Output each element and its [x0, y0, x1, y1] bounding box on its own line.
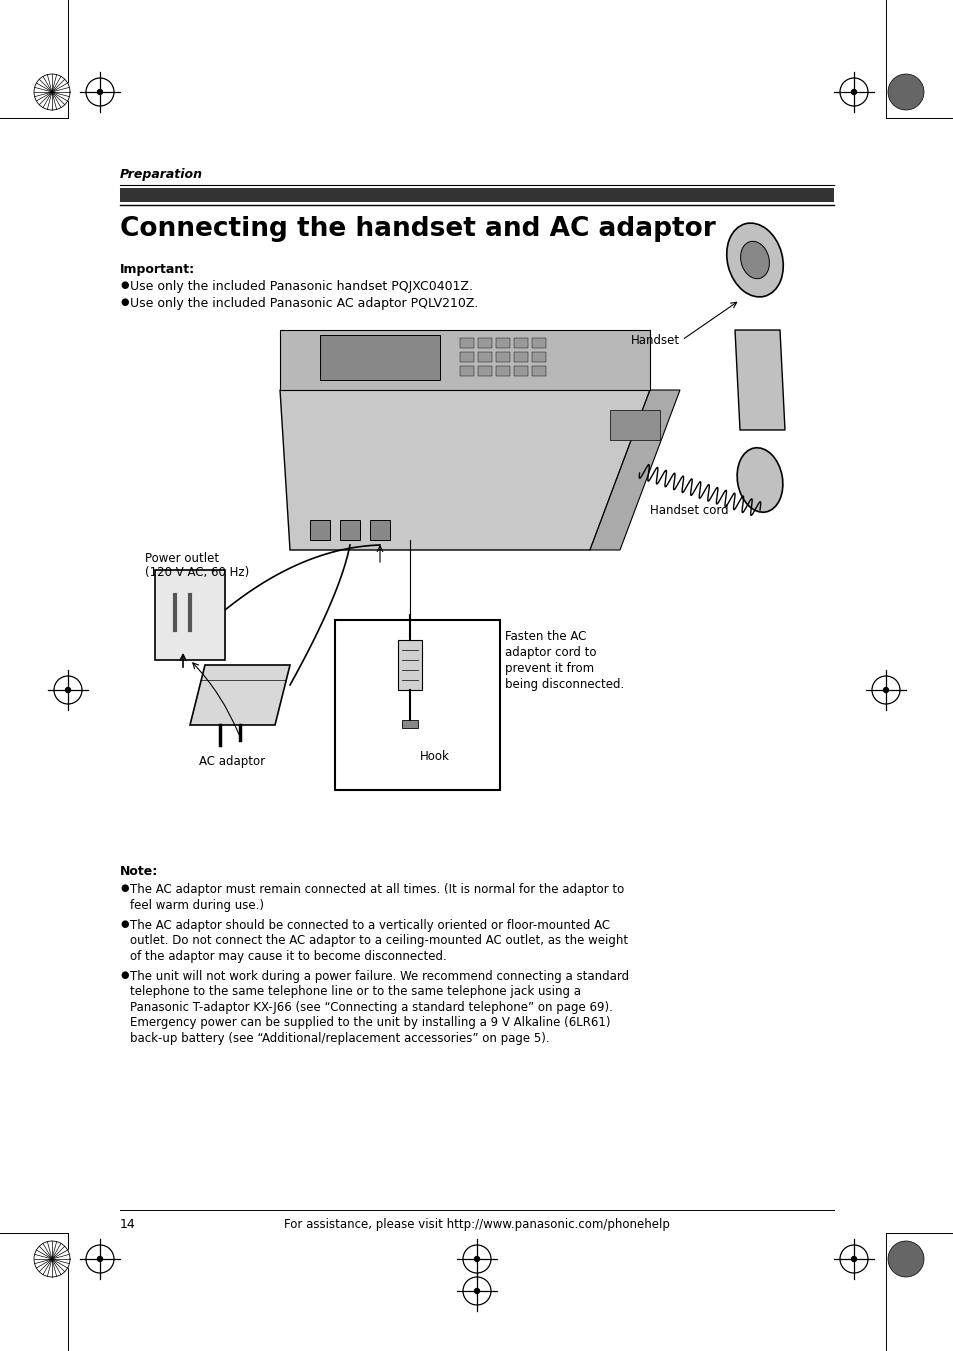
- Bar: [477, 338, 492, 349]
- Polygon shape: [589, 390, 679, 550]
- Text: Use only the included Panasonic handset PQJXC0401Z.: Use only the included Panasonic handset …: [130, 280, 473, 293]
- Text: The unit will not work during a power failure. We recommend connecting a standar: The unit will not work during a power fa…: [130, 970, 628, 982]
- Text: ●: ●: [120, 884, 129, 893]
- Bar: [532, 366, 545, 376]
- Bar: [335, 620, 499, 790]
- Text: prevent it from: prevent it from: [504, 662, 594, 676]
- Text: (120 V AC, 60 Hz): (120 V AC, 60 Hz): [145, 566, 249, 580]
- Bar: [514, 338, 527, 349]
- Text: Handset cord: Handset cord: [649, 504, 728, 516]
- Polygon shape: [190, 665, 290, 725]
- Text: Connecting the handset and AC adaptor: Connecting the handset and AC adaptor: [120, 216, 715, 242]
- Bar: [459, 353, 474, 362]
- Polygon shape: [34, 1242, 70, 1277]
- Ellipse shape: [737, 447, 782, 512]
- Bar: [459, 366, 474, 376]
- Bar: [532, 353, 545, 362]
- Text: Emergency power can be supplied to the unit by installing a 9 V Alkaline (6LR61): Emergency power can be supplied to the u…: [130, 1016, 610, 1029]
- Text: Panasonic T-adaptor KX-J66 (see “Connecting a standard telephone” on page 69).: Panasonic T-adaptor KX-J66 (see “Connect…: [130, 1001, 612, 1013]
- Bar: [310, 520, 330, 540]
- Bar: [477, 353, 492, 362]
- Bar: [532, 338, 545, 349]
- Circle shape: [851, 89, 856, 95]
- Ellipse shape: [726, 223, 782, 297]
- Text: Power outlet: Power outlet: [145, 553, 219, 565]
- Text: Handset: Handset: [630, 334, 679, 346]
- Text: Fasten the AC: Fasten the AC: [504, 630, 586, 643]
- Bar: [120, 188, 833, 203]
- Text: The AC adaptor should be connected to a vertically oriented or floor-mounted AC: The AC adaptor should be connected to a …: [130, 919, 610, 932]
- Bar: [514, 366, 527, 376]
- Text: For assistance, please visit http://www.panasonic.com/phonehelp: For assistance, please visit http://www.…: [284, 1219, 669, 1231]
- Circle shape: [851, 1256, 856, 1262]
- Text: AC adaptor: AC adaptor: [199, 755, 265, 767]
- Text: being disconnected.: being disconnected.: [504, 678, 623, 690]
- Bar: [496, 353, 510, 362]
- Text: Use only the included Panasonic AC adaptor PQLV210Z.: Use only the included Panasonic AC adapt…: [130, 297, 477, 309]
- Text: adaptor cord to: adaptor cord to: [504, 646, 596, 659]
- Circle shape: [97, 1256, 102, 1262]
- Polygon shape: [280, 390, 649, 550]
- Text: Note:: Note:: [120, 865, 158, 878]
- Bar: [339, 520, 359, 540]
- Polygon shape: [280, 330, 649, 390]
- Polygon shape: [34, 74, 70, 109]
- Text: ●: ●: [120, 297, 129, 307]
- Bar: [459, 338, 474, 349]
- Text: ●: ●: [120, 280, 129, 290]
- Text: feel warm during use.): feel warm during use.): [130, 898, 264, 912]
- Bar: [397, 640, 421, 690]
- Circle shape: [887, 1242, 923, 1277]
- Text: back-up battery (see “Additional/replacement accessories” on page 5).: back-up battery (see “Additional/replace…: [130, 1032, 549, 1044]
- Text: Important:: Important:: [120, 263, 195, 276]
- Circle shape: [882, 688, 887, 693]
- Text: of the adaptor may cause it to become disconnected.: of the adaptor may cause it to become di…: [130, 950, 446, 963]
- Bar: [370, 520, 390, 540]
- Text: outlet. Do not connect the AC adaptor to a ceiling-mounted AC outlet, as the wei: outlet. Do not connect the AC adaptor to…: [130, 934, 627, 947]
- Circle shape: [66, 688, 71, 693]
- Bar: [319, 335, 439, 380]
- Text: telephone to the same telephone line or to the same telephone jack using a: telephone to the same telephone line or …: [130, 985, 580, 998]
- Text: ●: ●: [120, 970, 129, 979]
- Circle shape: [887, 74, 923, 109]
- Bar: [496, 338, 510, 349]
- Polygon shape: [734, 330, 784, 430]
- Bar: [496, 366, 510, 376]
- Bar: [401, 720, 417, 728]
- Bar: [477, 366, 492, 376]
- Text: 14: 14: [120, 1219, 135, 1231]
- Text: Preparation: Preparation: [120, 168, 203, 181]
- Circle shape: [97, 89, 102, 95]
- Text: Hook: Hook: [419, 750, 450, 763]
- Bar: [154, 570, 225, 661]
- Circle shape: [474, 1256, 479, 1262]
- Text: The AC adaptor must remain connected at all times. (It is normal for the adaptor: The AC adaptor must remain connected at …: [130, 884, 623, 896]
- Bar: [609, 409, 659, 440]
- Bar: [514, 353, 527, 362]
- Text: ●: ●: [120, 919, 129, 928]
- Ellipse shape: [740, 242, 768, 278]
- Circle shape: [474, 1289, 479, 1293]
